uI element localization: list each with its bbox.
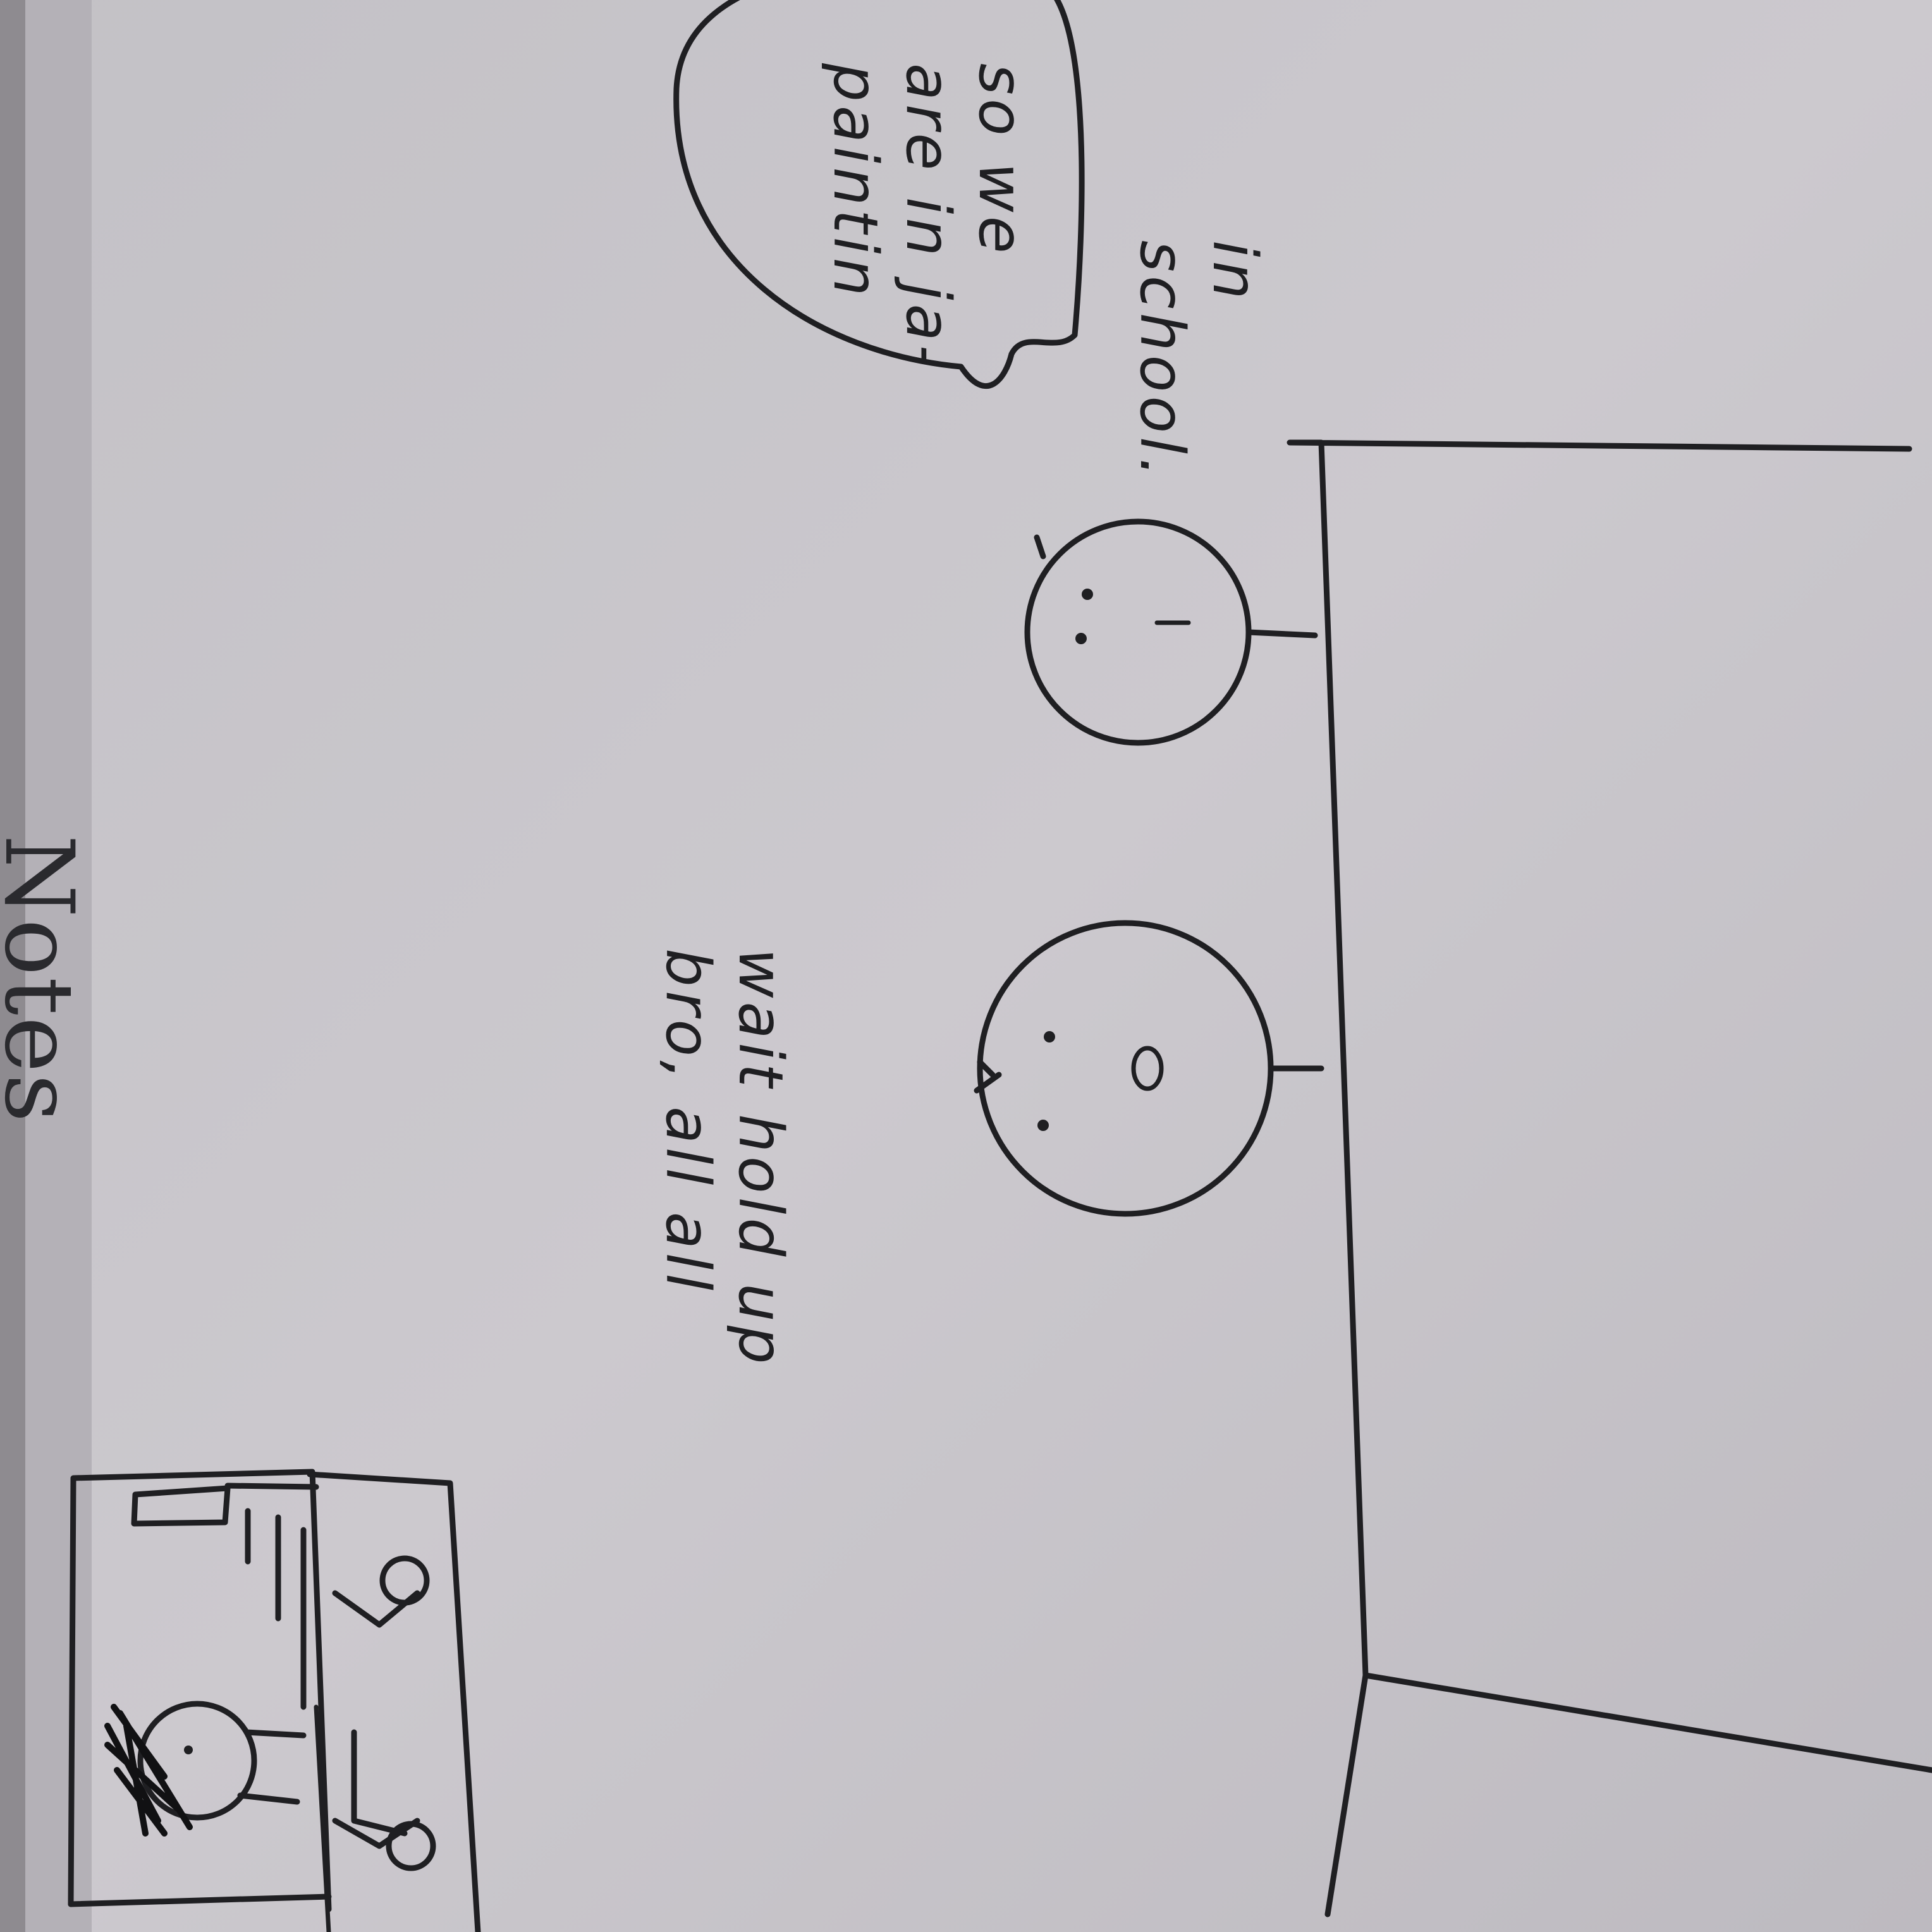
chair-back — [351, 1729, 408, 1837]
stick-figure-arm — [237, 1729, 307, 1805]
caption-right: in school. — [1125, 240, 1271, 480]
face-surprised-eye-left — [1044, 1031, 1055, 1042]
speech-bubble-line-2: are in ja- — [892, 63, 963, 371]
face-surprised-eye-right — [1037, 1120, 1049, 1131]
header-band — [25, 0, 92, 1932]
small-panel-desk-legs — [245, 1508, 307, 1710]
small-panel-divider — [314, 1704, 331, 1932]
caption-left-line-1: wait hold up — [725, 948, 796, 1368]
stick-figure-hair — [104, 1704, 193, 1837]
face-neutral-eye-left — [1082, 589, 1093, 600]
face-neutral-head — [1024, 518, 1252, 746]
big-frame-bottom — [1362, 1672, 1932, 1773]
page-edge — [0, 0, 25, 1932]
caption-left: wait hold up bro, all all — [651, 948, 797, 1368]
stick-figure-eye — [184, 1746, 193, 1754]
face-surprised — [974, 920, 1324, 1217]
big-frame-outline — [1287, 439, 1912, 1917]
small-panel-bottom-edge — [68, 1893, 332, 1907]
legs-right — [332, 1818, 420, 1849]
face-surprised-mouth — [1131, 1046, 1164, 1091]
speech-bubble-line-1: so we — [965, 63, 1036, 257]
caption-right-line-2: school. — [1126, 240, 1197, 481]
small-panel-desk — [131, 1485, 231, 1527]
foot-right — [386, 1821, 436, 1871]
face-neutral — [1024, 518, 1318, 746]
speech-bubble-outline — [673, 0, 1085, 389]
face-neutral-neck — [1245, 629, 1318, 639]
small-panel-right-frame — [307, 1471, 481, 1932]
speech-bubble-line-3: paintin — [819, 63, 891, 300]
face-surprised-hair-curl — [974, 1059, 1002, 1094]
small-panel-desk-edge — [224, 1483, 319, 1490]
legs-left — [332, 1590, 420, 1628]
stick-figure-head — [137, 1701, 257, 1821]
caption-left-line-2: bro, all all — [652, 948, 723, 1295]
face-neutral-eye-right — [1075, 633, 1087, 644]
small-panel — [68, 1469, 481, 1932]
face-surprised-head — [977, 920, 1274, 1217]
caption-right-line-1: in — [1199, 240, 1270, 303]
speech-bubble-text: so we are in ja- paintin — [818, 63, 1037, 370]
small-panel-left-frame — [68, 1469, 332, 1912]
foot-left — [379, 1555, 430, 1606]
face-neutral-hair-curl — [1034, 534, 1046, 559]
